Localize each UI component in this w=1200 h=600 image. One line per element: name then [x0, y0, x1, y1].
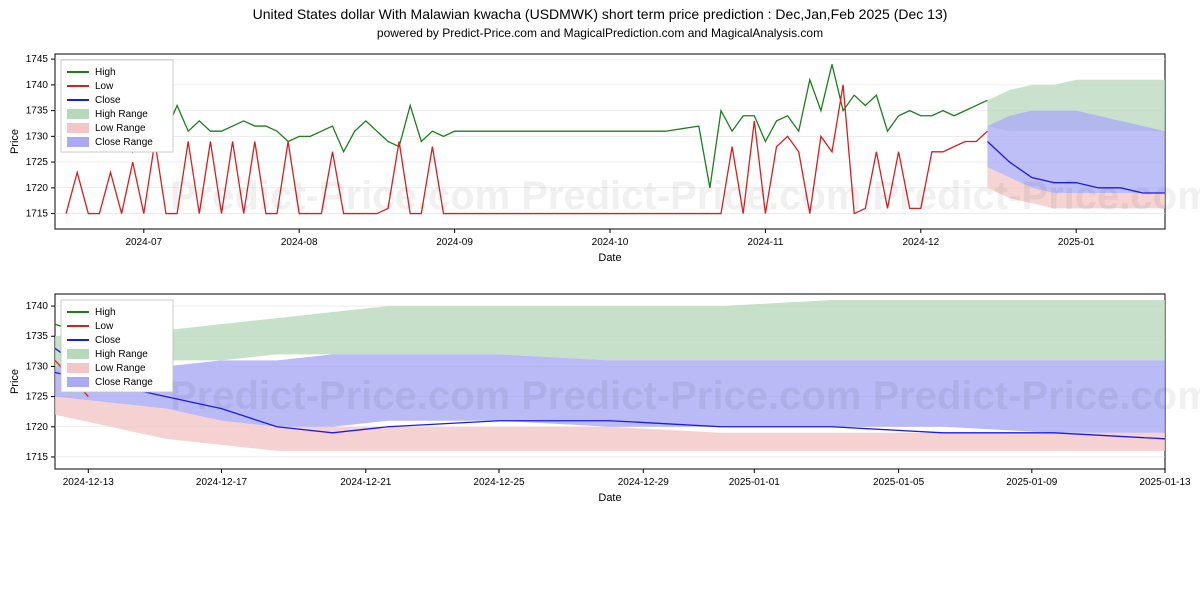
svg-text:High: High [95, 67, 116, 78]
svg-text:1740: 1740 [26, 301, 49, 312]
svg-text:2025-01-13: 2025-01-13 [1139, 477, 1191, 488]
svg-text:2025-01: 2025-01 [1058, 237, 1095, 248]
svg-text:Close: Close [95, 95, 121, 106]
svg-text:Close Range: Close Range [95, 377, 153, 388]
svg-text:2024-12: 2024-12 [902, 237, 939, 248]
svg-text:Date: Date [598, 492, 621, 504]
chart-1-container: Predict-Price.com Predict-Price.com Pred… [0, 44, 1200, 284]
svg-text:1745: 1745 [26, 54, 49, 65]
svg-text:Low Range: Low Range [95, 123, 146, 134]
chart-title: United States dollar With Malawian kwach… [0, 0, 1200, 22]
svg-text:2024-12-21: 2024-12-21 [340, 477, 392, 488]
svg-text:1715: 1715 [26, 209, 49, 220]
svg-text:2024-08: 2024-08 [281, 237, 318, 248]
svg-text:1725: 1725 [26, 157, 49, 168]
svg-text:High: High [95, 307, 116, 318]
svg-text:2024-12-29: 2024-12-29 [618, 477, 670, 488]
svg-text:2024-07: 2024-07 [125, 237, 162, 248]
svg-text:High Range: High Range [95, 349, 148, 360]
svg-text:2024-10: 2024-10 [592, 237, 629, 248]
svg-text:1720: 1720 [26, 422, 49, 433]
chart-1-svg: 1715 1720 1725 1730 1735 1740 1745 2024-07 2024-… [0, 44, 1200, 284]
svg-text:Price: Price [9, 129, 21, 154]
svg-text:1730: 1730 [26, 361, 49, 372]
svg-text:2024-12-13: 2024-12-13 [63, 477, 115, 488]
svg-text:High Range: High Range [95, 109, 148, 120]
svg-text:Close Range: Close Range [95, 137, 153, 148]
svg-text:Date: Date [598, 252, 621, 264]
svg-text:2024-12-25: 2024-12-25 [473, 477, 525, 488]
svg-text:Low: Low [95, 81, 114, 92]
svg-text:1735: 1735 [26, 331, 49, 342]
svg-text:Low Range: Low Range [95, 363, 146, 374]
svg-text:1740: 1740 [26, 80, 49, 91]
svg-text:2024-11: 2024-11 [747, 237, 783, 248]
svg-text:1735: 1735 [26, 106, 49, 117]
chart-2-svg: 1715 1720 1725 1730 1735 1740 2024-12-13 2024-1… [0, 284, 1200, 524]
svg-text:1725: 1725 [26, 392, 49, 403]
chart-2-container: Predict-Price.com Predict-Price.com Pred… [0, 284, 1200, 524]
svg-text:Low: Low [95, 321, 114, 332]
svg-text:2024-12-17: 2024-12-17 [196, 477, 248, 488]
svg-text:1730: 1730 [26, 131, 49, 142]
svg-text:2025-01-09: 2025-01-09 [1006, 477, 1058, 488]
svg-text:Close: Close [95, 335, 121, 346]
svg-text:1715: 1715 [26, 452, 49, 463]
svg-text:1720: 1720 [26, 183, 49, 194]
chart-subtitle: powered by Predict-Price.com and Magical… [0, 22, 1200, 44]
svg-text:2025-01-05: 2025-01-05 [873, 477, 925, 488]
svg-text:Price: Price [9, 369, 21, 394]
svg-text:2025-01-01: 2025-01-01 [729, 477, 781, 488]
svg-text:2024-09: 2024-09 [436, 237, 473, 248]
